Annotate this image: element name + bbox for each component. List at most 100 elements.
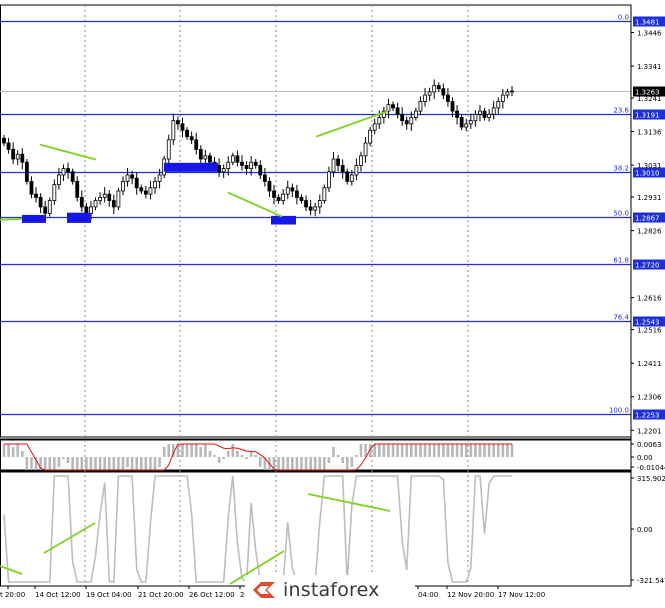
- candle: [295, 190, 299, 198]
- candle: [359, 155, 363, 166]
- macd-histogram-bar: [144, 457, 148, 470]
- candle: [413, 110, 418, 118]
- candle: [148, 187, 153, 195]
- candle: [171, 120, 176, 141]
- candle: [327, 171, 331, 189]
- macd-histogram-bar: [85, 457, 88, 470]
- macd-histogram-bar: [373, 444, 377, 457]
- candle: [432, 85, 437, 93]
- trend-line: [0, 218, 23, 221]
- candle: [423, 94, 427, 102]
- candle: [276, 196, 281, 201]
- macd-histogram-bar: [117, 457, 120, 470]
- macd-histogram-bar: [66, 457, 70, 463]
- macd-histogram-bar: [199, 447, 203, 457]
- candle: [230, 155, 235, 163]
- macd-histogram-bar: [364, 444, 367, 457]
- candle: [386, 104, 391, 112]
- support-zone-box: [67, 212, 91, 223]
- fib-pct-label: 38.2: [613, 165, 629, 173]
- candle: [189, 136, 194, 141]
- candle: [134, 177, 139, 189]
- date-tick-label: 17 Nov 12:00: [498, 591, 545, 599]
- fib-price-label: 1.2720: [635, 262, 660, 270]
- macd-histogram-bar: [258, 457, 262, 467]
- macd-histogram-bar: [213, 455, 216, 457]
- support-zone-box: [271, 215, 296, 225]
- macd-histogram-bar: [135, 457, 139, 470]
- candle: [125, 174, 130, 182]
- fib-price-box: [633, 409, 665, 420]
- macd-histogram-bar: [483, 444, 486, 457]
- macd-histogram-bar: [263, 457, 267, 470]
- candle: [331, 158, 336, 173]
- macd-histogram-bar: [377, 444, 381, 457]
- macd-histogram-bar: [2, 444, 6, 457]
- trend-line: [39, 143, 97, 161]
- candle: [482, 110, 487, 118]
- fib-price-box: [633, 316, 665, 327]
- macd-histogram-bar: [121, 457, 125, 470]
- macd-scale-label: 0.0063: [637, 441, 662, 449]
- macd-scale-label: 0.00: [637, 454, 653, 462]
- macd-histogram-bar: [249, 451, 253, 457]
- date-tick-label: 12 Nov 20:00: [447, 591, 494, 599]
- candle: [143, 190, 148, 195]
- candle: [185, 129, 189, 138]
- candle: [217, 165, 221, 173]
- main-frame: [0, 4, 632, 438]
- macd-histogram-bar: [464, 444, 468, 457]
- macd-histogram-bar: [236, 451, 239, 457]
- date-tick-label: 14 Oct 12:00: [35, 591, 81, 599]
- candle: [176, 120, 180, 125]
- price-tick-label: 1.3446: [637, 29, 662, 37]
- candle: [38, 196, 43, 208]
- fib-pct-label: 0.0: [618, 14, 629, 22]
- candle: [285, 187, 290, 195]
- macd-histogram-bar: [506, 444, 509, 457]
- macd-histogram-bar: [176, 444, 180, 457]
- macd-histogram-bar: [309, 457, 312, 470]
- candle: [505, 91, 510, 96]
- candle: [427, 91, 432, 96]
- candle: [487, 113, 492, 118]
- macd-histogram-bar: [387, 444, 390, 457]
- macd-histogram-bar: [419, 444, 422, 457]
- candle: [450, 101, 455, 112]
- macd-histogram-bar: [400, 444, 404, 457]
- candle: [340, 165, 345, 173]
- candle: [391, 104, 395, 109]
- candle: [446, 94, 450, 102]
- date-tick-label: 19 Oct 04:00: [86, 591, 132, 599]
- macd-histogram-bar: [103, 457, 106, 470]
- macd-histogram-bar: [172, 444, 175, 457]
- fib-price-label: 1.2253: [635, 412, 660, 420]
- candle: [70, 171, 75, 182]
- macd-histogram-bar: [190, 444, 193, 457]
- macd-histogram-bar: [185, 444, 189, 457]
- macd-histogram-bar: [98, 457, 102, 470]
- macd-histogram-bar: [313, 457, 317, 470]
- macd-histogram-bar: [281, 457, 285, 470]
- macd-histogram-bar: [451, 444, 454, 457]
- candle: [139, 187, 144, 192]
- osc-scale-label: 315.9023: [637, 475, 665, 483]
- candle: [272, 190, 276, 198]
- macd-histogram-bar: [460, 444, 463, 457]
- macd-histogram-bar: [139, 457, 143, 470]
- fib-pct-label: 100.0: [609, 407, 629, 415]
- candle: [93, 200, 98, 208]
- macd-histogram-bar: [428, 444, 431, 457]
- macd-histogram-bar: [39, 457, 42, 470]
- candle: [459, 117, 464, 128]
- candle: [409, 117, 414, 125]
- trend-line: [315, 110, 389, 138]
- candle: [29, 180, 34, 195]
- fib-price-label: 1.3191: [635, 112, 660, 120]
- macd-histogram-bar: [332, 447, 335, 457]
- candle: [299, 196, 304, 201]
- current-price-box: [633, 86, 665, 97]
- candle: [404, 120, 409, 125]
- divergence-line: [0, 565, 23, 575]
- price-tick-label: 1.3341: [637, 63, 662, 71]
